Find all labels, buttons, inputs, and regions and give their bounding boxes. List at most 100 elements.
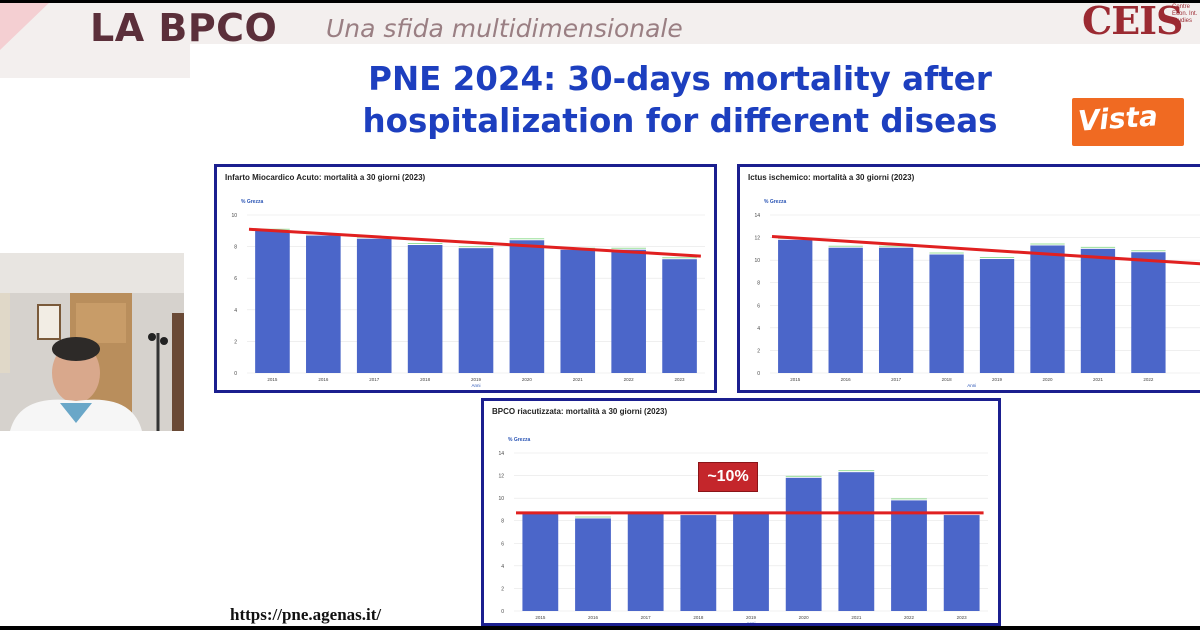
chart-svg: 0 2 4 6 8 10 12 14 % Grezza 2015 2016 2017 2018 2019 2…	[498, 437, 988, 623]
x-tick-label: 2016	[318, 377, 329, 382]
bar	[522, 513, 559, 611]
y-tick-label: 8	[501, 519, 504, 525]
x-axis-label: Anni	[746, 621, 755, 623]
x-tick-label: 2015	[267, 377, 278, 382]
y-tick-label: 10	[498, 496, 504, 502]
vista-watermark-badge	[1072, 98, 1184, 146]
x-tick-label: 2019	[471, 377, 482, 382]
bar	[611, 249, 646, 373]
x-tick-label: 2020	[1042, 377, 1053, 382]
trend-line	[771, 234, 1200, 266]
y-tick-label: 10	[231, 213, 237, 219]
corner-decoration	[0, 0, 52, 50]
bar	[356, 238, 392, 373]
bar	[560, 249, 596, 373]
y-tick-label: 12	[754, 236, 760, 242]
y-axis-label: % Grezza	[508, 437, 530, 443]
trend-line	[248, 227, 701, 258]
ceis-logo-subtext: Centre Econ. Int. Studies	[1172, 4, 1198, 24]
bar	[943, 515, 980, 611]
x-tick-label: 2019	[992, 377, 1003, 382]
x-tick-label: 2021	[573, 377, 584, 382]
x-tick-label: 2019	[746, 615, 757, 620]
annotation-label: ~10%	[698, 462, 758, 492]
bar	[306, 235, 341, 373]
frame-edge-bottom	[0, 626, 1200, 630]
y-tick-label: 6	[501, 541, 504, 547]
x-tick-label: 2023	[675, 377, 686, 382]
x-tick-label: 2018	[942, 377, 953, 382]
y-tick-label: 14	[498, 451, 504, 457]
chart-svg: 0 2 4 6 8 10 12 14 % Grezza 2015 2016 2017 2018 2019 2…	[754, 199, 1200, 388]
y-axis-label: % Grezza	[764, 199, 786, 205]
y-tick-label: 2	[501, 586, 504, 592]
chart-panel-bpco: BPCO riacutizzata: mortalità a 30 giorni…	[481, 398, 1001, 626]
bar	[891, 500, 927, 611]
bar	[1131, 252, 1166, 373]
bar	[828, 247, 863, 373]
chart-title: Ictus ischemico: mortalità a 30 giorni (…	[748, 173, 915, 182]
y-tick-label: 0	[501, 609, 504, 615]
bar	[979, 259, 1015, 373]
bar	[878, 247, 914, 373]
webcam-presenter-video	[0, 253, 184, 431]
bar	[458, 248, 494, 373]
x-tick-label: 2022	[1143, 377, 1154, 382]
bar	[509, 240, 545, 373]
y-tick-label: 0	[757, 371, 760, 377]
y-tick-label: 12	[498, 474, 504, 480]
bar	[929, 254, 964, 373]
ceis-logo: CEIS	[1082, 0, 1183, 43]
y-tick-label: 0	[234, 371, 237, 377]
x-tick-label: 2021	[1093, 377, 1104, 382]
x-tick-label: 2022	[904, 615, 915, 620]
bar	[838, 472, 875, 611]
bar	[680, 515, 717, 611]
chart-panel-ictus: Ictus ischemico: mortalità a 30 giorni (…	[737, 164, 1200, 393]
vista-watermark-text: Vista	[1076, 99, 1159, 138]
bar	[785, 477, 822, 611]
x-tick-label: 2021	[851, 615, 862, 620]
x-axis-label: Anni	[967, 383, 976, 388]
bar	[778, 239, 813, 373]
x-tick-label: 2018	[420, 377, 431, 382]
y-tick-label: 8	[757, 281, 760, 287]
bar	[627, 513, 664, 611]
x-axis-label: Anni	[471, 383, 480, 388]
chart-panel-imа: Infarto Miocardico Acuto: mortalità a 30…	[214, 164, 717, 393]
y-tick-label: 6	[757, 303, 760, 309]
y-tick-label: 8	[234, 245, 237, 251]
bar	[407, 245, 443, 373]
x-tick-label: 2015	[790, 377, 801, 382]
x-tick-label: 2018	[693, 615, 704, 620]
bar	[1030, 245, 1065, 373]
bar	[575, 518, 611, 611]
x-tick-label: 2017	[891, 377, 902, 382]
y-tick-label: 14	[754, 213, 760, 219]
x-tick-label: 2016	[841, 377, 852, 382]
frame-edge-top	[0, 0, 1200, 3]
chart-title: BPCO riacutizzata: mortalità a 30 giorni…	[492, 407, 668, 416]
header-title: LA BPCO	[90, 6, 278, 50]
y-tick-label: 2	[757, 348, 760, 354]
chart-title: Infarto Miocardico Acuto: mortalità a 30…	[225, 173, 426, 182]
x-tick-label: 2015	[535, 615, 546, 620]
x-tick-label: 2022	[624, 377, 635, 382]
y-tick-label: 10	[754, 258, 760, 264]
y-axis-label: % Grezza	[241, 199, 263, 205]
bar	[255, 230, 290, 373]
bar	[662, 259, 697, 373]
x-tick-label: 2017	[641, 615, 652, 620]
slide-title: PNE 2024: 30-days mortality after hospit…	[362, 60, 998, 140]
x-tick-label: 2017	[369, 377, 380, 382]
bar	[733, 513, 769, 611]
y-tick-label: 4	[757, 326, 760, 332]
x-tick-label: 2023	[957, 615, 968, 620]
chart-svg: 0 2 4 6 8 10 % Grezza 2015 2016 2017 2018 2019 2020 2…	[231, 199, 705, 388]
y-tick-label: 6	[234, 276, 237, 282]
header-subtitle: Una sfida multidimensionale	[326, 14, 683, 43]
x-tick-label: 2016	[588, 615, 599, 620]
y-tick-label: 4	[234, 308, 237, 314]
bar	[1080, 248, 1116, 373]
y-tick-label: 4	[501, 564, 504, 570]
